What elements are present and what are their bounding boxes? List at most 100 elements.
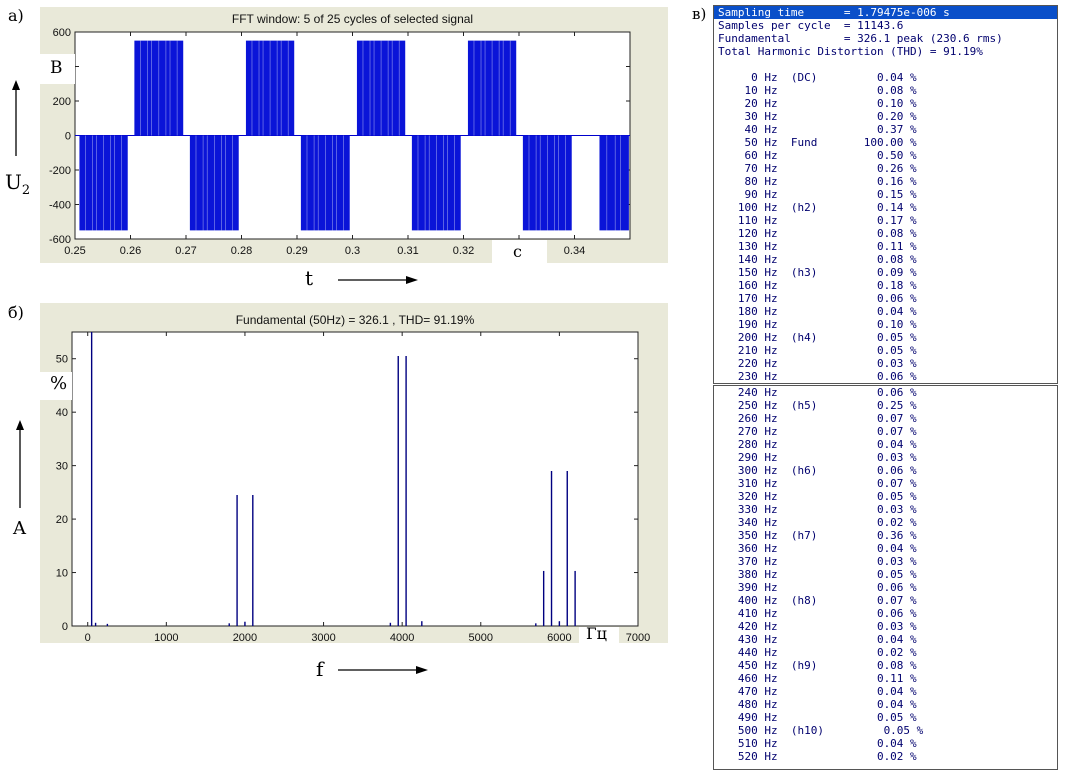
spectrum-x-tick-label: 1000 xyxy=(154,632,178,644)
table-row: 140 Hz 0.08 % xyxy=(718,253,917,266)
table-row: 70 Hz 0.26 % xyxy=(718,162,917,175)
table-row: 510 Hz 0.04 % xyxy=(718,737,917,750)
signal-x-tick-label: 0.25 xyxy=(64,245,85,257)
signal-pwm-block xyxy=(599,135,629,231)
spectrum-plot-title: Fundamental (50Hz) = 326.1 , THD= 91.19% xyxy=(235,313,475,327)
table-row: 360 Hz 0.04 % xyxy=(718,542,917,555)
table-row: 10 Hz 0.08 % xyxy=(718,84,917,97)
table-row: 310 Hz 0.07 % xyxy=(718,477,917,490)
spectrum-x-tick-label: 2000 xyxy=(233,632,257,644)
table-row: 190 Hz 0.10 % xyxy=(718,318,917,331)
table-row: 490 Hz 0.05 % xyxy=(718,711,917,724)
table-row: 390 Hz 0.06 % xyxy=(718,581,917,594)
signal-x-tick-label: 0.28 xyxy=(231,245,252,257)
table-row: 330 Hz 0.03 % xyxy=(718,503,917,516)
table-row: 290 Hz 0.03 % xyxy=(718,451,917,464)
harmonics-table-part1[interactable]: Sampling time = 1.79475e-006 s Samples pe… xyxy=(713,5,1058,384)
table-rows-part2: 240 Hz 0.06 % 250 Hz (h5) 0.25 % 260 Hz … xyxy=(714,386,1057,763)
signal-x-arrow xyxy=(338,276,418,284)
spectrum-plot-area xyxy=(71,331,639,627)
signal-y-tick-label: -600 xyxy=(49,234,71,246)
spectrum-y-arrow xyxy=(16,420,24,508)
signal-x-tick-label: 0.34 xyxy=(564,245,585,257)
table-row: 470 Hz 0.04 % xyxy=(718,685,917,698)
table-row: 30 Hz 0.20 % xyxy=(718,110,917,123)
table-row: 20 Hz 0.10 % xyxy=(718,97,917,110)
signal-y-tick-label: -400 xyxy=(49,200,71,212)
spectrum-x-tick-label: 7000 xyxy=(626,632,650,644)
table-row: 90 Hz 0.15 % xyxy=(718,188,917,201)
signal-plot: 6004002000-200-400-6000.250.260.270.280.… xyxy=(49,27,631,257)
table-spacer xyxy=(714,58,1057,71)
table-row: 460 Hz 0.11 % xyxy=(718,672,917,685)
signal-y-axis-letter: U xyxy=(5,170,22,194)
table-row: 160 Hz 0.18 % xyxy=(718,279,917,292)
spectrum-plot: 0 10 20 30 40 50 0 1000 2000 3000 4000 5000 6000 7000 xyxy=(56,331,650,644)
table-row: 110 Hz 0.17 % xyxy=(718,214,917,227)
signal-y-tick-label: 600 xyxy=(53,27,71,39)
table-row: 100 Hz (h2) 0.14 % xyxy=(718,201,917,214)
signal-plot-title: FFT window: 5 of 25 cycles of selected s… xyxy=(231,12,474,26)
spectrum-x-unit: Гц xyxy=(586,624,607,643)
signal-x-axis-label: t xyxy=(305,266,314,290)
table-row: 120 Hz 0.08 % xyxy=(718,227,917,240)
table-row: 410 Hz 0.06 % xyxy=(718,607,917,620)
spectrum-y-tick-label: 50 xyxy=(56,354,68,366)
signal-y-axis-label: U2 xyxy=(5,170,30,198)
signal-y-tick-label: 200 xyxy=(53,96,71,108)
table-row: 430 Hz 0.04 % xyxy=(718,633,917,646)
spectrum-y-axis-label: A xyxy=(13,518,26,539)
table-row: 280 Hz 0.04 % xyxy=(718,438,917,451)
signal-x-tick-label: 0.29 xyxy=(286,245,307,257)
table-header: Sampling time = 1.79475e-006 s Samples pe… xyxy=(714,6,1057,58)
table-row: 40 Hz 0.37 % xyxy=(718,123,917,136)
signal-ylabel-patch xyxy=(40,54,75,84)
table-row: 520 Hz 0.02 % xyxy=(718,750,917,763)
spectrum-x-tick-label: 4000 xyxy=(390,632,414,644)
table-row: 440 Hz 0.02 % xyxy=(718,646,917,659)
signal-xlabel-patch xyxy=(492,240,547,263)
signal-x-tick-label: 0.27 xyxy=(175,245,196,257)
panel-label-c: в) xyxy=(692,5,707,23)
table-row: 150 Hz (h3) 0.09 % xyxy=(718,266,917,279)
table-row: 270 Hz 0.07 % xyxy=(718,425,917,438)
table-row: 240 Hz 0.06 % xyxy=(718,386,917,399)
table-row: 210 Hz 0.05 % xyxy=(718,344,917,357)
table-header-line: Samples per cycle = 11143.6 xyxy=(718,19,904,32)
signal-x-tick-label: 0.32 xyxy=(453,245,474,257)
table-row: 230 Hz 0.06 % xyxy=(718,370,917,383)
table-row: 250 Hz (h5) 0.25 % xyxy=(718,399,917,412)
spectrum-x-tick-label: 6000 xyxy=(547,632,571,644)
spectrum-ylabel-patch xyxy=(40,372,72,400)
spectrum-y-tick-label: 10 xyxy=(56,568,68,580)
spectrum-y-tick-label: 30 xyxy=(56,461,68,473)
spectrum-y-unit: % xyxy=(50,373,68,394)
panel-label-b: б) xyxy=(8,303,24,322)
table-row: 260 Hz 0.07 % xyxy=(718,412,917,425)
table-row: 170 Hz 0.06 % xyxy=(718,292,917,305)
signal-x-unit: с xyxy=(513,242,522,261)
spectrum-x-arrow xyxy=(338,666,428,674)
spectrum-x-tick-label: 3000 xyxy=(311,632,335,644)
spectrum-y-tick-label: 20 xyxy=(56,514,68,526)
table-header-line: Fundamental = 326.1 peak (230.6 rms) xyxy=(718,32,1003,45)
table-header-line: Sampling time = 1.79475e-006 s xyxy=(714,6,1057,19)
signal-y-tick-label: -200 xyxy=(49,165,71,177)
spectrum-y-tick-label: 40 xyxy=(56,407,68,419)
signal-x-tick-label: 0.3 xyxy=(345,245,360,257)
table-row: 60 Hz 0.50 % xyxy=(718,149,917,162)
harmonics-table-part2[interactable]: 240 Hz 0.06 % 250 Hz (h5) 0.25 % 260 Hz … xyxy=(713,385,1058,770)
spectrum-x-axis-label: f xyxy=(316,657,324,681)
table-row: 320 Hz 0.05 % xyxy=(718,490,917,503)
table-rows-part1: 0 Hz (DC) 0.04 % 10 Hz 0.08 % 20 Hz 0.10… xyxy=(714,71,1057,383)
table-row: 50 Hz Fund 100.00 % xyxy=(718,136,917,149)
spectrum-y-tick-label: 0 xyxy=(62,621,68,633)
table-row: 80 Hz 0.16 % xyxy=(718,175,917,188)
signal-x-tick-label: 0.31 xyxy=(397,245,418,257)
signal-y-arrow xyxy=(12,80,20,156)
table-row: 350 Hz (h7) 0.36 % xyxy=(718,529,917,542)
table-row: 300 Hz (h6) 0.06 % xyxy=(718,464,917,477)
signal-y-axis-subscript: 2 xyxy=(21,183,31,198)
table-row: 0 Hz (DC) 0.04 % xyxy=(718,71,917,84)
spectrum-x-tick-label: 0 xyxy=(85,632,91,644)
